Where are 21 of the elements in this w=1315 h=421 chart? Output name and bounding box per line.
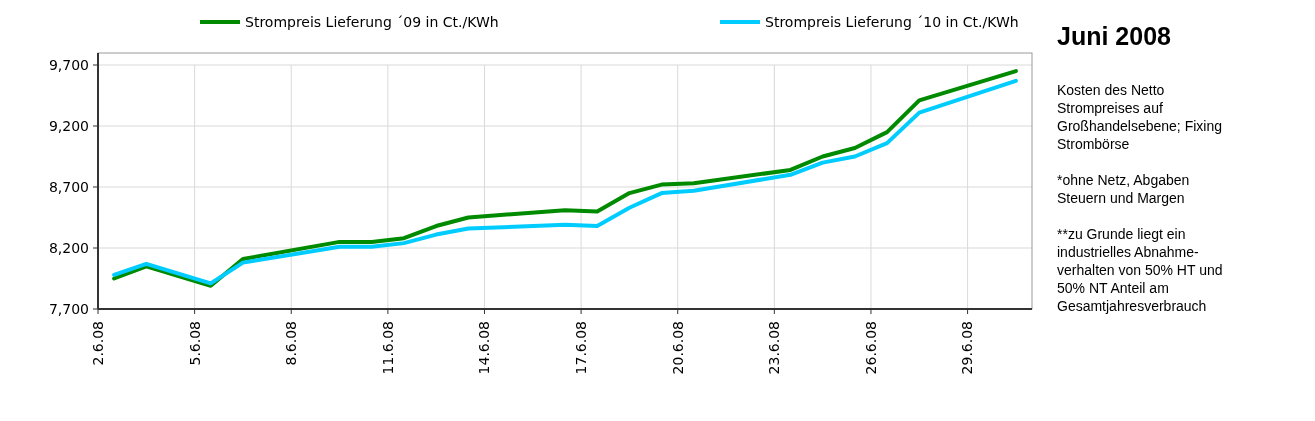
x-tick-label: 11.6.08 (379, 321, 396, 375)
y-tick-label: 7,700 (48, 300, 89, 317)
x-tick-label: 26.6.08 (862, 321, 879, 375)
text: **zu Grunde liegt ein industrielles Abnahme-verhalten von 50% HT und 50% NT Anteil am Gesamtjahresverbrauch (1057, 226, 1223, 314)
y-tick-label: 8,200 (48, 239, 89, 256)
x-tick-label: 17.6.08 (573, 321, 589, 375)
x-tick-label: 8.6.08 (283, 321, 300, 366)
text: Kosten des Netto Strompreises auf Großhandelsebene; Fixing Strombörse (1057, 82, 1222, 152)
x-tick-label: 20.6.08 (669, 321, 686, 375)
text: Juni 2008 (1057, 21, 1172, 50)
x-tick-label: 14.6.08 (476, 321, 493, 375)
text: *ohne Netz, Abgaben Steuern und Margen (1057, 172, 1190, 206)
x-tick-label: 29.6.08 (959, 321, 976, 375)
x-tick-label: 23.6.08 (766, 321, 783, 375)
y-tick-label: 8,700 (48, 178, 89, 195)
legend-label: Strompreis Lieferung ´10 in Ct./KWh (765, 13, 1019, 30)
x-tick-label: 2.6.08 (89, 321, 106, 366)
y-tick-label: 9,700 (48, 56, 89, 73)
y-tick-label: 9,200 (48, 117, 89, 134)
x-tick-label: 5.6.08 (186, 321, 203, 366)
legend-label: Strompreis Lieferung ´09 in Ct./KWh (245, 13, 499, 30)
